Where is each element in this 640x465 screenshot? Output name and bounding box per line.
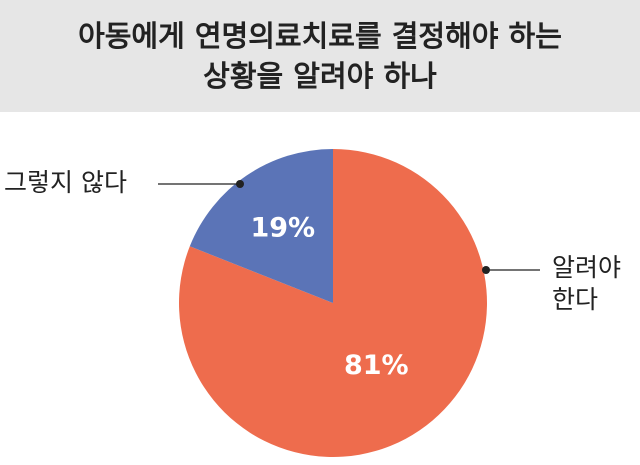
leader-dot (236, 180, 244, 188)
pie-slice (189, 149, 333, 303)
pie-slice (179, 149, 488, 457)
value-label: 81% (344, 350, 409, 381)
value-label: 19% (250, 213, 315, 244)
category-label: 알려야 한다 (552, 253, 622, 314)
leader-dot (482, 266, 490, 274)
category-label: 그렇지 않다 (4, 168, 127, 197)
chart-title: 아동에게 연명의료치료를 결정해야 하는 상황을 알려야 하나 (0, 0, 640, 112)
